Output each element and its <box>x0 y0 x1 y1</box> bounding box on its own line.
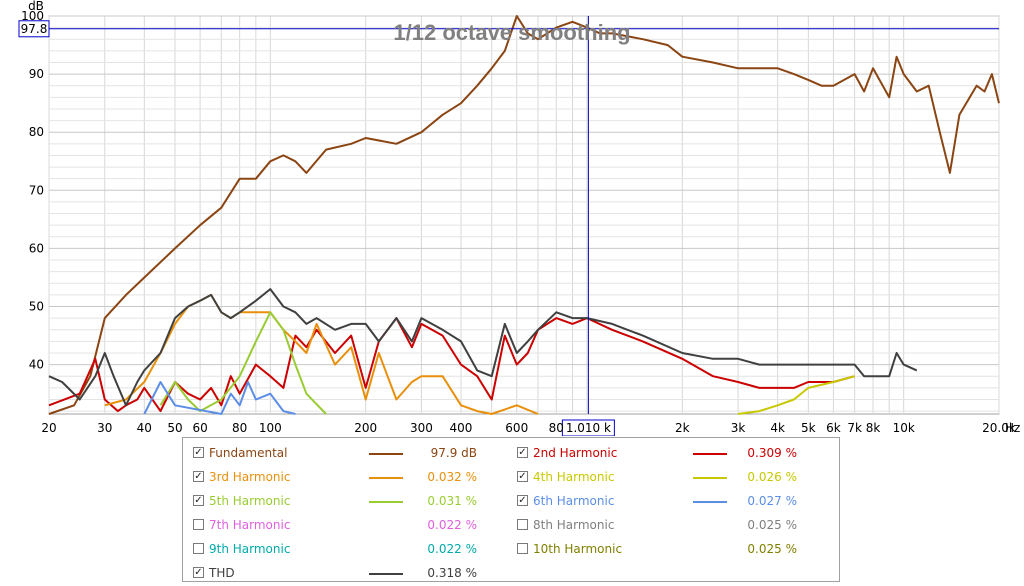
x-tick-label: 100 <box>259 421 282 435</box>
legend-swatch <box>369 453 403 455</box>
series-line-6th-harmonic <box>143 381 296 415</box>
legend-checkbox[interactable]: ✓ <box>193 471 204 482</box>
legend-checkbox[interactable]: ✓ <box>193 567 204 578</box>
x-tick-label: 600 <box>505 421 528 435</box>
y-tick-label: 60 <box>29 241 44 255</box>
x-tick-label: 40 <box>137 421 152 435</box>
x-tick-label: 10k <box>893 421 915 435</box>
legend-item-6th-harmonic: ✓ 6th Harmonic 0.027 % <box>517 493 817 511</box>
legend-panel: ✓ Fundamental 97.9 dB ✓ 2nd Harmonic 0.309 % ✓… <box>182 437 840 582</box>
legend-label: 3rd Harmonic <box>209 470 291 484</box>
distortion-chart: 97.81.010 k 1/12 octave smoothing dB Hz … <box>18 0 1020 436</box>
legend-item-5th-harmonic: ✓ 5th Harmonic 0.031 % <box>193 493 493 511</box>
x-tick-label: 300 <box>410 421 433 435</box>
legend-value: 0.025 % <box>747 542 797 556</box>
legend-label: 4th Harmonic <box>533 470 615 484</box>
x-tick-label: 400 <box>450 421 473 435</box>
x-tick-label: 20.0k <box>982 421 1016 435</box>
legend-label: 6th Harmonic <box>533 494 615 508</box>
legend-label: THD <box>209 566 235 580</box>
series-line-thd <box>48 288 918 407</box>
legend-swatch <box>693 501 727 503</box>
legend-item-2nd-harmonic: ✓ 2nd Harmonic 0.309 % <box>517 445 817 463</box>
cursor-y-readout-box <box>18 20 50 38</box>
x-axis-unit: Hz <box>1005 421 1020 435</box>
legend-value: 0.032 % <box>427 470 477 484</box>
legend-value: 0.026 % <box>747 470 797 484</box>
x-tick-label: 7k <box>847 421 862 435</box>
legend-checkbox[interactable]: ✓ <box>517 495 528 506</box>
legend-swatch <box>369 477 403 479</box>
legend-checkbox[interactable] <box>193 519 204 530</box>
legend-value: 97.9 dB <box>430 446 477 460</box>
x-tick-label: 30 <box>97 421 112 435</box>
x-tick-label: 60 <box>192 421 207 435</box>
legend-label: Fundamental <box>209 446 288 460</box>
legend-label: 7th Harmonic <box>209 518 291 532</box>
legend-item-10th-harmonic: 10th Harmonic 0.025 % <box>517 541 817 559</box>
legend-checkbox[interactable]: ✓ <box>193 495 204 506</box>
legend-value: 0.022 % <box>427 518 477 532</box>
x-tick-label: 2k <box>675 421 690 435</box>
y-axis-label: dB <box>28 0 44 13</box>
x-tick-label: 5k <box>801 421 816 435</box>
x-tick-label: 80 <box>549 421 564 435</box>
x-tick-label: 3k <box>731 421 746 435</box>
x-tick-label: 8k <box>866 421 881 435</box>
legend-checkbox[interactable] <box>517 519 528 530</box>
x-tick-label: 4k <box>770 421 785 435</box>
legend-swatch <box>693 477 727 479</box>
legend-swatch <box>369 501 403 503</box>
series-line-5th-harmonic <box>159 311 327 415</box>
y-tick-label: 50 <box>29 300 44 314</box>
legend-checkbox[interactable] <box>193 543 204 554</box>
cursor-x-readout-box <box>561 419 615 436</box>
legend-value: 0.031 % <box>427 494 477 508</box>
legend-item-4th-harmonic: ✓ 4th Harmonic 0.026 % <box>517 469 817 487</box>
legend-label: 5th Harmonic <box>209 494 291 508</box>
y-tick-label: 70 <box>29 183 44 197</box>
legend-item-3rd-harmonic: ✓ 3rd Harmonic 0.032 % <box>193 469 493 487</box>
legend-label: 2nd Harmonic <box>533 446 618 460</box>
legend-checkbox[interactable]: ✓ <box>517 447 528 458</box>
chart-title: 1/12 octave smoothing <box>393 20 630 45</box>
legend-label: 10th Harmonic <box>533 542 623 556</box>
legend-swatch <box>369 573 403 575</box>
legend-item-fundamental: ✓ Fundamental 97.9 dB <box>193 445 493 463</box>
legend-value: 0.318 % <box>427 566 477 580</box>
y-tick-label: 100 <box>21 9 44 23</box>
x-tick-label: 20 <box>41 421 56 435</box>
cursor-x-readout: 1.010 k <box>566 421 611 435</box>
legend-label: 9th Harmonic <box>209 542 291 556</box>
cursor-y-readout: 97.8 <box>21 22 48 36</box>
legend-item-8th-harmonic: 8th Harmonic 0.025 % <box>517 517 817 535</box>
legend-value: 0.027 % <box>747 494 797 508</box>
legend-item-9th-harmonic: 9th Harmonic 0.022 % <box>193 541 493 559</box>
legend-checkbox[interactable]: ✓ <box>517 471 528 482</box>
legend-item-7th-harmonic: 7th Harmonic 0.022 % <box>193 517 493 535</box>
y-tick-label: 80 <box>29 125 44 139</box>
legend-value: 0.025 % <box>747 518 797 532</box>
x-tick-label: 200 <box>354 421 377 435</box>
legend-value: 0.022 % <box>427 542 477 556</box>
legend-swatch <box>693 453 727 455</box>
y-tick-label: 90 <box>29 67 44 81</box>
x-tick-label: 6k <box>826 421 841 435</box>
legend-checkbox[interactable]: ✓ <box>193 447 204 458</box>
y-tick-label: 40 <box>29 358 44 372</box>
legend-checkbox[interactable] <box>517 543 528 554</box>
x-tick-label: 80 <box>232 421 247 435</box>
series-line-fundamental <box>48 15 1000 415</box>
legend-item-thd: ✓ THD 0.318 % <box>193 565 493 583</box>
legend-label: 8th Harmonic <box>533 518 615 532</box>
legend-value: 0.309 % <box>747 446 797 460</box>
series-line-4th-harmonic <box>737 375 855 415</box>
x-tick-label: 50 <box>167 421 182 435</box>
